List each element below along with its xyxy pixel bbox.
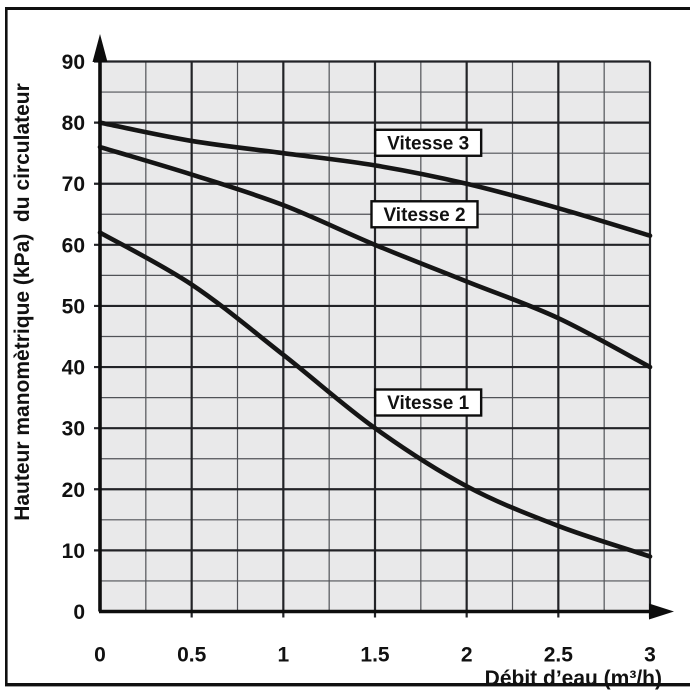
curve-label-text: Vitesse 3 bbox=[387, 133, 469, 154]
frame-border-left bbox=[5, 7, 8, 686]
curve-label-text: Vitesse 2 bbox=[383, 205, 465, 226]
y-tick-label: 90 bbox=[62, 51, 85, 74]
y-tick-label: 70 bbox=[62, 173, 85, 196]
curve-label-box bbox=[373, 388, 483, 417]
y-tick-label: 30 bbox=[62, 418, 85, 441]
y-tick-label: 0 bbox=[73, 601, 85, 624]
curve-label-text: Vitesse 1 bbox=[387, 393, 469, 414]
x-tick-label: 2 bbox=[461, 643, 473, 666]
x-tick-label: 1 bbox=[277, 643, 289, 666]
curve-label-box bbox=[370, 200, 479, 229]
y-tick-label: 10 bbox=[62, 540, 85, 563]
x-tick-label: 3 bbox=[644, 643, 656, 666]
x-tick-label: 1.5 bbox=[360, 643, 390, 666]
plot-layer: 0 0.5 1 1.5 2 2.5 30102030405060708090Vitesse … bbox=[62, 34, 674, 666]
x-tick-label: 0.5 bbox=[177, 643, 207, 666]
frame-border-top bbox=[5, 7, 690, 10]
curve-vitesse-2 bbox=[97, 144, 653, 370]
y-tick-label: 20 bbox=[62, 479, 85, 502]
y-tick-label: 60 bbox=[62, 234, 85, 257]
x-tick-label: 0 bbox=[94, 643, 106, 666]
y-tick-label: 80 bbox=[62, 112, 85, 135]
y-axis-title: Hauteur manomètrique (kPa) du circulateu… bbox=[11, 83, 34, 521]
curve-vitesse-1 bbox=[97, 230, 653, 559]
y-tick-label: 40 bbox=[62, 357, 85, 380]
x-tick-label: 2.5 bbox=[544, 643, 574, 666]
frame-border-bottom bbox=[5, 683, 690, 687]
y-tick-label: 50 bbox=[62, 295, 85, 318]
curve-label-box bbox=[373, 128, 483, 157]
y-axis-arrow-icon bbox=[92, 34, 108, 62]
x-axis-arrow-icon bbox=[649, 603, 674, 620]
curve-vitesse-3 bbox=[97, 120, 653, 238]
x-axis-title: Débit d’eau (m³/h) bbox=[485, 667, 662, 690]
